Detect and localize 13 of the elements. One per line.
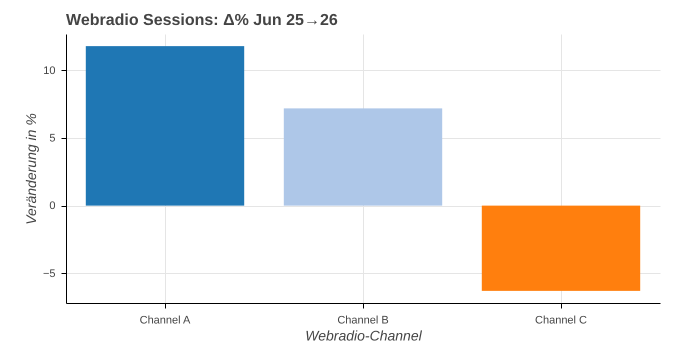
- bar: [86, 46, 244, 206]
- y-tick-label: 5: [49, 132, 56, 145]
- y-tick-label: 0: [49, 200, 56, 212]
- x-tick-label: Channel C: [535, 314, 588, 326]
- chart-title: Webradio Sessions: Δ% Jun 25→26: [66, 12, 338, 29]
- y-tick-label: 10: [43, 64, 56, 77]
- x-axis-title: Webradio-Channel: [305, 328, 423, 344]
- x-tick-label: Channel A: [140, 314, 192, 326]
- bar: [284, 108, 442, 206]
- y-tick-label: −5: [42, 268, 56, 280]
- y-axis-title: Veränderung in %: [22, 113, 39, 225]
- x-tick-label: Channel B: [337, 314, 389, 326]
- bar: [482, 206, 640, 291]
